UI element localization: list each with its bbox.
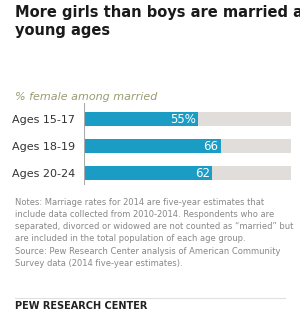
Text: More girls than boys are married at
young ages: More girls than boys are married at youn… [15,5,300,38]
Bar [84,166,212,180]
Bar [84,112,198,126]
Bar [84,139,220,153]
Text: 55%: 55% [170,113,196,126]
Text: Notes: Marriage rates for 2014 are five-year estimates that
include data collect: Notes: Marriage rates for 2014 are five-… [15,198,293,268]
Text: 62: 62 [195,166,210,180]
Text: 66: 66 [204,140,218,153]
Text: PEW RESEARCH CENTER: PEW RESEARCH CENTER [15,301,147,311]
Bar [84,166,291,180]
Bar [84,112,291,126]
Bar [84,139,291,153]
Text: % female among married: % female among married [15,92,158,102]
